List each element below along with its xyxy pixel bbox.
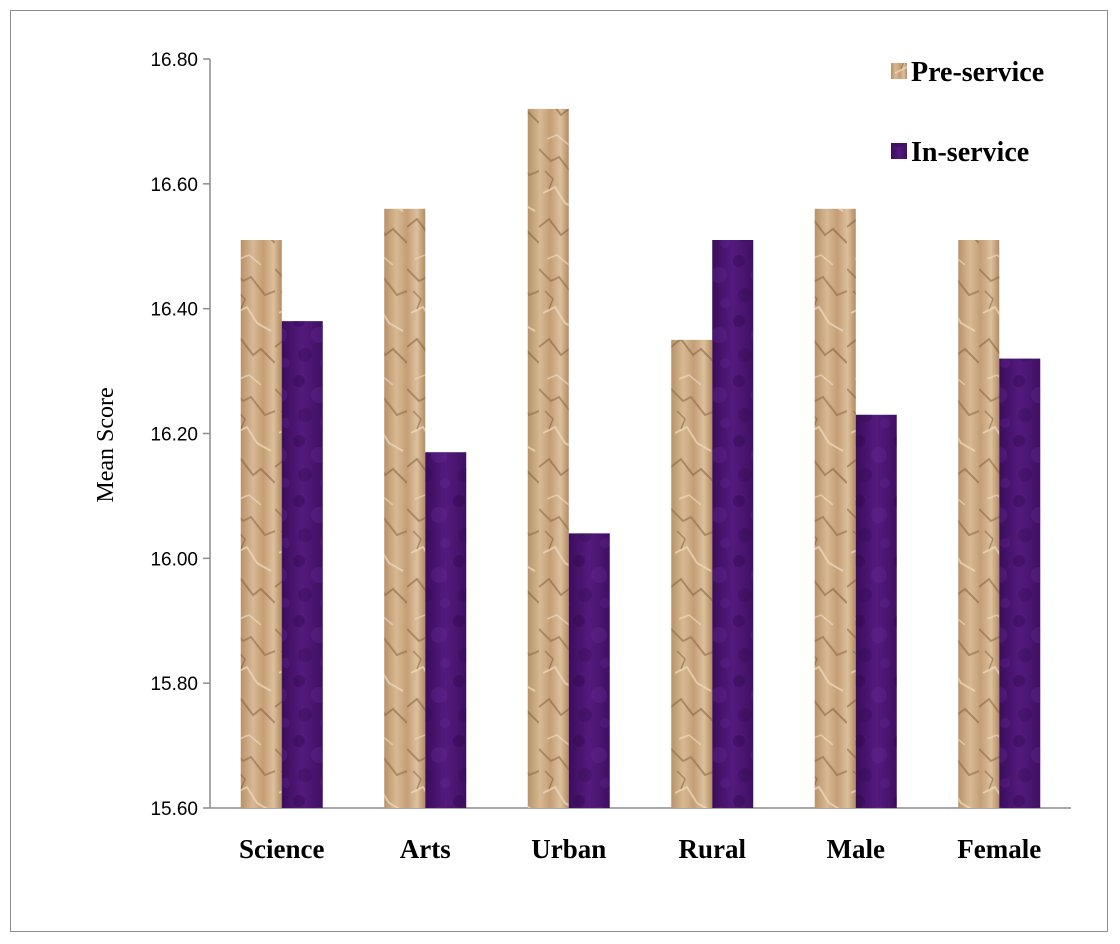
bar-in-service-science (281, 321, 323, 808)
y-tick-label: 15.60 (150, 799, 198, 820)
bar-in-service-female (999, 358, 1041, 808)
x-category-label: Male (827, 834, 885, 864)
bars (240, 108, 1041, 809)
bar-texture (425, 452, 467, 808)
legend-swatch-texture (891, 63, 907, 79)
y-tick-label: 16.20 (150, 425, 198, 446)
bar-pre-service-male (814, 208, 856, 809)
bar-in-service-rural (712, 240, 754, 809)
bar-texture (568, 533, 610, 808)
bar-pre-service-female (958, 240, 1000, 809)
bar-texture (384, 208, 426, 809)
bar-texture (281, 321, 323, 808)
bar-chart: 15.60 15.80 16.00 16.20 16.40 16.60 16.80 Scie… (93, 50, 1071, 864)
y-tick-label: 16.80 (150, 50, 198, 71)
x-category-label: Female (957, 834, 1041, 864)
chart-frame: 15.60 15.80 16.00 16.20 16.40 16.60 16.80 Scie… (10, 10, 1108, 932)
y-tick-label: 16.40 (150, 300, 198, 321)
bar-texture (712, 240, 754, 809)
bar-in-service-male (855, 414, 897, 808)
bar-pre-service-science (240, 240, 282, 809)
bar-texture (855, 414, 897, 808)
bar-texture (240, 240, 282, 809)
legend-item: In-service (891, 137, 1029, 168)
x-category-label: Rural (679, 834, 747, 864)
x-category-label: Science (239, 834, 324, 864)
legend: Pre-service In-service (891, 57, 1044, 168)
y-axis-title: Mean Score (93, 387, 119, 502)
category-labels: Science Arts Urban Rural Male Female (239, 834, 1041, 864)
bar-pre-service-arts (384, 208, 426, 809)
bar-in-service-arts (425, 452, 467, 808)
bar-pre-service-rural (671, 339, 713, 808)
legend-swatch-texture (891, 143, 907, 159)
legend-label: In-service (911, 137, 1029, 168)
bar-texture (527, 108, 569, 808)
axes: 15.60 15.80 16.00 16.20 16.40 16.60 16.80 (150, 50, 1071, 820)
bar-texture (999, 358, 1041, 808)
y-tick-label: 16.00 (150, 549, 198, 570)
legend-item: Pre-service (891, 57, 1044, 88)
bar-in-service-urban (568, 533, 610, 808)
y-tick-label: 15.80 (150, 674, 198, 695)
x-category-label: Arts (400, 834, 451, 864)
bar-texture (814, 208, 856, 809)
bar-pre-service-urban (527, 108, 569, 808)
x-category-label: Urban (531, 834, 606, 864)
legend-label: Pre-service (911, 57, 1044, 88)
bar-texture (958, 240, 1000, 809)
y-tick-label: 16.60 (150, 175, 198, 196)
bar-texture (671, 339, 713, 808)
